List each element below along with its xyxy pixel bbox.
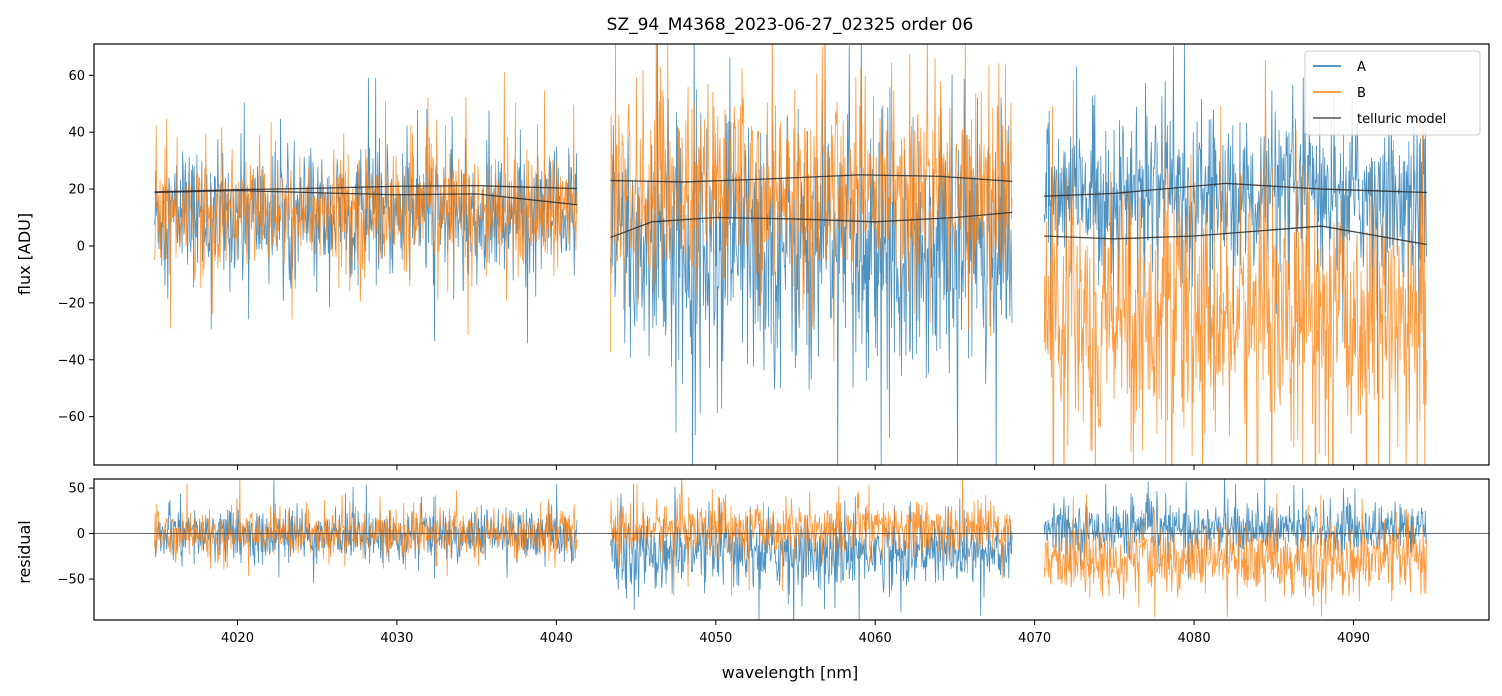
flux-axes-frame bbox=[93, 43, 1490, 466]
series-b-segment-1-line bbox=[610, 479, 1013, 596]
residual-plot-area bbox=[94, 479, 1489, 620]
residual-y-axis-label: residual bbox=[15, 520, 34, 583]
legend-label-a: A bbox=[1357, 60, 1366, 75]
series-a-segment-1-line bbox=[610, 483, 1013, 620]
x-axis-label: wavelength [nm] bbox=[722, 663, 859, 682]
telluric-model-line-0 bbox=[154, 185, 578, 193]
series-b-segment-0-line bbox=[154, 479, 578, 577]
x-tick-label: 4020 bbox=[221, 631, 254, 646]
residual-y-tick-label: 50 bbox=[68, 482, 85, 497]
telluric-model-line-5 bbox=[1044, 225, 1427, 246]
flux-axes: −60 −40 −20 0 20 40 60 bbox=[58, 69, 1354, 470]
telluric-model-line-2 bbox=[610, 174, 1013, 183]
x-tick-label: 4060 bbox=[859, 631, 892, 646]
flux-y-tick-label: 20 bbox=[68, 183, 85, 198]
series-b-segment-2-line bbox=[1043, 493, 1427, 618]
flux-y-tick-label: 40 bbox=[68, 126, 85, 141]
x-tick-label: 4030 bbox=[380, 631, 413, 646]
x-tick-label: 4040 bbox=[540, 631, 573, 646]
x-tick-label: 4090 bbox=[1337, 631, 1370, 646]
legend-label-telluric-model: telluric model bbox=[1357, 112, 1446, 127]
x-tick-label: 4050 bbox=[699, 631, 732, 646]
flux-y-tick-label: 60 bbox=[68, 69, 85, 84]
x-tick-label: 4080 bbox=[1178, 631, 1211, 646]
series-a-segment-1-line bbox=[610, 44, 1013, 465]
flux-y-tick-label: −20 bbox=[58, 296, 85, 311]
flux-y-tick-label: −40 bbox=[58, 353, 85, 368]
legend-label-b: B bbox=[1357, 86, 1366, 101]
telluric-model-line-3 bbox=[610, 211, 1013, 239]
series-b-segment-2-line bbox=[1043, 59, 1427, 465]
residual-y-tick-label: −50 bbox=[58, 573, 85, 588]
series-b-segment-1-line bbox=[610, 44, 1013, 362]
flux-y-tick-label: 0 bbox=[77, 239, 85, 254]
chart-title: SZ_94_M4368_2023-06-27_02325 order 06 bbox=[607, 15, 974, 35]
series-a-segment-0-line bbox=[154, 77, 578, 344]
flux-y-axis-label: flux [ADU] bbox=[15, 213, 34, 295]
x-tick-label: 4070 bbox=[1018, 631, 1051, 646]
legend-box bbox=[1304, 50, 1481, 136]
residual-axes: −50 0 50 4020 4030 4040 4050 4060 4070 4080 4090 bbox=[58, 482, 1370, 646]
telluric-model-line-1 bbox=[154, 189, 578, 206]
flux-plot-area bbox=[154, 44, 1427, 465]
flux-y-tick-label: −60 bbox=[58, 410, 85, 425]
telluric-model-line-4 bbox=[1044, 182, 1427, 197]
series-a-segment-2-line bbox=[1043, 44, 1427, 394]
series-a-segment-0-line bbox=[154, 480, 578, 584]
residual-axes-frame bbox=[93, 478, 1490, 621]
legend: A B telluric model bbox=[1304, 50, 1481, 136]
series-b-segment-0-line bbox=[154, 72, 578, 335]
residual-y-tick-label: 0 bbox=[77, 527, 85, 542]
